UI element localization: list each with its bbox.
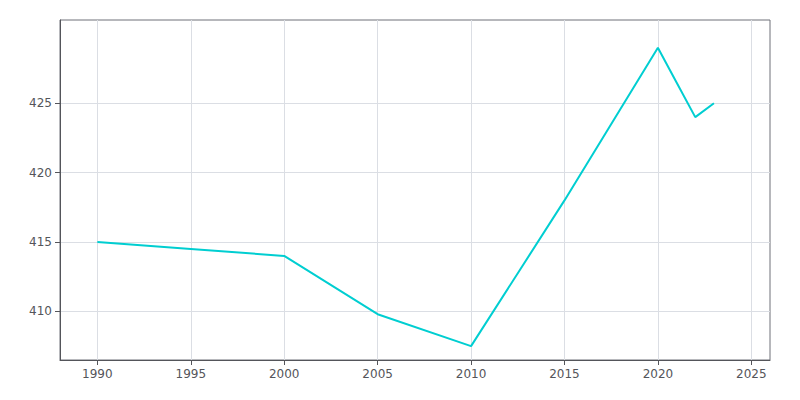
svg-text:2000: 2000 [269, 367, 300, 381]
svg-text:2025: 2025 [736, 367, 767, 381]
svg-text:2020: 2020 [643, 367, 674, 381]
svg-text:2010: 2010 [456, 367, 487, 381]
svg-text:420: 420 [29, 166, 52, 180]
svg-text:2005: 2005 [362, 367, 393, 381]
svg-text:1995: 1995 [176, 367, 207, 381]
svg-text:1990: 1990 [82, 367, 113, 381]
svg-text:415: 415 [29, 235, 52, 249]
svg-text:425: 425 [29, 96, 52, 110]
svg-text:2015: 2015 [549, 367, 580, 381]
svg-text:410: 410 [29, 304, 52, 318]
